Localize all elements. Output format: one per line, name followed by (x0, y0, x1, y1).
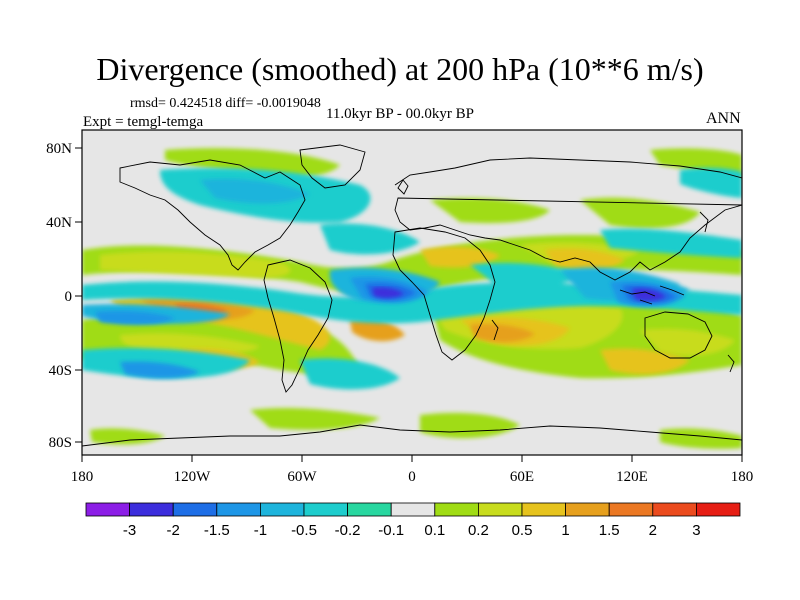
coast-europe-asia (394, 157, 742, 281)
x-tick-label: 180 (731, 469, 754, 485)
coast-greenland (299, 144, 366, 189)
colorbar-label: 0.2 (468, 522, 489, 539)
colorbar-swatch (565, 502, 610, 517)
y-tick-label: 40N (46, 215, 72, 231)
colorbar-swatch (303, 502, 348, 517)
colorbar-swatch (259, 502, 305, 517)
coast-uk (397, 179, 409, 195)
coast-south-america (263, 259, 333, 393)
axis-ticks (75, 147, 743, 462)
y-tick-labels: 80N 40N 0 40S 80S (46, 141, 72, 451)
colorbar-swatch (477, 502, 523, 517)
colorbar-label: 1.5 (599, 522, 620, 539)
colorbar-label: 0.1 (424, 522, 445, 539)
y-tick-label: 40S (49, 363, 72, 379)
stats-text: rmsd= 0.424518 diff= -0.0019048 (130, 96, 321, 111)
colorbar-swatch (347, 502, 392, 517)
colorbar-swatch (608, 502, 654, 517)
colorbar-label: -1.5 (204, 522, 230, 539)
experiment-text: Expt = temgl-temga (83, 114, 204, 130)
colorbar-swatch (521, 502, 566, 517)
colorbar-label: -0.1 (378, 522, 404, 539)
colorbar-label: 0.5 (512, 522, 533, 539)
colorbar-swatch (652, 502, 697, 517)
x-tick-label: 60E (510, 469, 534, 485)
colorbar-label: 2 (649, 522, 657, 539)
colorbar-label: 3 (692, 522, 700, 539)
colorbar-swatch (390, 502, 436, 517)
colorbar-label: -3 (123, 522, 136, 539)
coastlines (82, 144, 742, 447)
plot-title: Divergence (smoothed) at 200 hPa (10**6 … (96, 51, 704, 87)
period-text: 11.0kyr BP - 00.0kyr BP (325, 106, 475, 122)
y-tick-label: 80N (46, 141, 72, 157)
coast-madagascar (491, 319, 499, 341)
colorbar-label: -2 (167, 522, 180, 539)
y-tick-label: 80S (49, 435, 72, 451)
field-layer-negative-max (372, 287, 666, 302)
x-tick-label: 60W (287, 469, 317, 485)
season-label: ANN (706, 110, 741, 127)
divergence-field (82, 144, 742, 449)
x-tick-label: 120E (616, 469, 648, 485)
colorbar-swatch (696, 502, 741, 517)
colorbar-label: -0.2 (335, 522, 361, 539)
coast-indonesia (619, 285, 685, 305)
map-panel: 180 120W 60W 0 60E 120E 180 80N 40N 0 40… (46, 129, 754, 485)
x-tick-labels: 180 120W 60W 0 60E 120E 180 (71, 469, 754, 485)
coast-north-america (119, 159, 306, 271)
coast-antarctica (82, 424, 742, 447)
colorbar-swatch (85, 502, 130, 517)
colorbar-label: -0.5 (291, 522, 317, 539)
colorbar-swatch (172, 502, 218, 517)
coast-africa (392, 227, 496, 361)
colorbar-label: 1 (561, 522, 569, 539)
coast-new-zealand (727, 354, 735, 373)
colorbar-swatch (129, 502, 174, 517)
colorbar-swatch (216, 502, 261, 517)
y-tick-label: 0 (65, 289, 73, 305)
colorbar-swatch (434, 502, 479, 517)
x-tick-label: 120W (174, 469, 212, 485)
colorbar: -3 -2 -1.5 -1 -0.5 -0.2 -0.1 0.1 0.2 0.5 1 1.5 2 3 (85, 502, 741, 539)
x-tick-label: 180 (71, 469, 94, 485)
coast-australia (644, 311, 713, 359)
coast-japan (699, 211, 709, 233)
x-tick-label: 0 (408, 469, 416, 485)
colorbar-label: -1 (254, 522, 267, 539)
